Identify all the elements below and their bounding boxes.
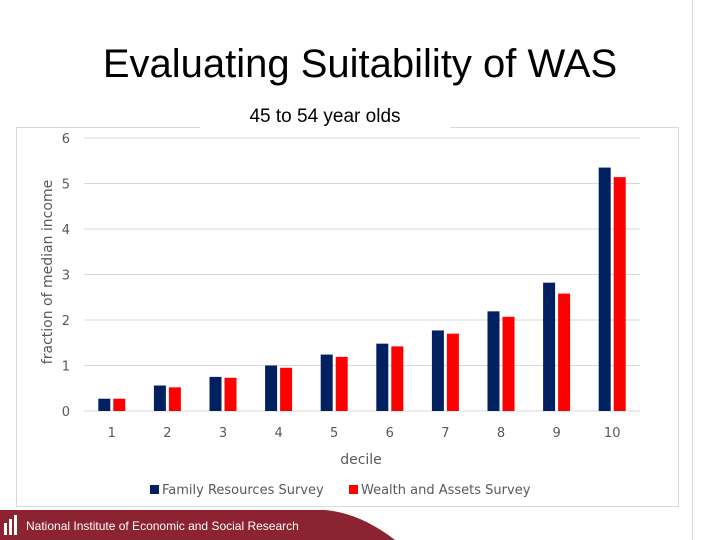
y-tick-labels: 0 1 2 3 4 5 6 [62, 132, 70, 420]
slide-right-rule [692, 0, 693, 540]
bar-frs-decile-1 [98, 398, 111, 411]
x-tick-6: 6 [386, 426, 394, 441]
gridlines [84, 137, 640, 412]
legend-swatch-frs [150, 485, 159, 494]
y-tick-5: 5 [62, 178, 70, 193]
niesr-logo-icon [4, 515, 17, 535]
bar-frs-decile-7 [431, 330, 444, 411]
bar-frs-decile-10 [598, 167, 611, 411]
y-tick-4: 4 [62, 223, 70, 238]
legend-label-was: Wealth and Assets Survey [361, 483, 531, 498]
legend-label-frs: Family Resources Survey [162, 483, 324, 498]
footer-band [0, 510, 395, 540]
bar-was-decile-3 [224, 377, 237, 411]
y-axis-label: fraction of median income [40, 180, 56, 364]
bar-was-decile-8 [502, 316, 515, 411]
bars [98, 167, 626, 411]
x-tick-1: 1 [108, 426, 116, 441]
bar-frs-decile-8 [487, 311, 500, 411]
bar-frs-decile-3 [209, 376, 222, 411]
bar-frs-decile-5 [320, 354, 333, 411]
bar-was-decile-1 [113, 398, 126, 411]
bar-frs-decile-9 [543, 282, 556, 411]
y-tick-1: 1 [62, 360, 70, 375]
x-tick-2: 2 [163, 426, 171, 441]
x-tick-labels: 1 2 3 4 5 6 7 8 9 10 [108, 426, 621, 441]
legend-swatch-was [349, 485, 358, 494]
legend: Family Resources Survey Wealth and Asset… [150, 483, 531, 498]
x-tick-4: 4 [274, 426, 282, 441]
footer-institute-name: National Institute of Economic and Socia… [26, 519, 299, 533]
bar-was-decile-7 [446, 333, 459, 411]
footer-ribbon [0, 510, 395, 540]
x-tick-9: 9 [552, 426, 560, 441]
x-tick-8: 8 [497, 426, 505, 441]
x-axis-label: decile [340, 452, 382, 468]
bar-frs-decile-2 [153, 385, 166, 411]
bar-was-decile-5 [335, 356, 348, 411]
x-tick-5: 5 [330, 426, 338, 441]
y-tick-0: 0 [62, 405, 70, 420]
bar-frs-decile-6 [376, 343, 389, 411]
y-tick-3: 3 [62, 269, 70, 284]
x-tick-10: 10 [604, 426, 621, 441]
bar-was-decile-10 [613, 177, 626, 411]
slide-title: Evaluating Suitability of WAS [102, 42, 618, 86]
bar-was-decile-4 [280, 367, 293, 411]
y-tick-6: 6 [62, 132, 70, 147]
bar-was-decile-2 [168, 387, 181, 411]
y-tick-2: 2 [62, 314, 70, 329]
chart-title: 45 to 54 year olds [200, 106, 450, 128]
bar-was-decile-6 [391, 346, 404, 411]
x-tick-3: 3 [219, 426, 227, 441]
bar-was-decile-9 [558, 293, 571, 411]
bar-frs-decile-4 [265, 365, 278, 411]
x-tick-7: 7 [441, 426, 449, 441]
